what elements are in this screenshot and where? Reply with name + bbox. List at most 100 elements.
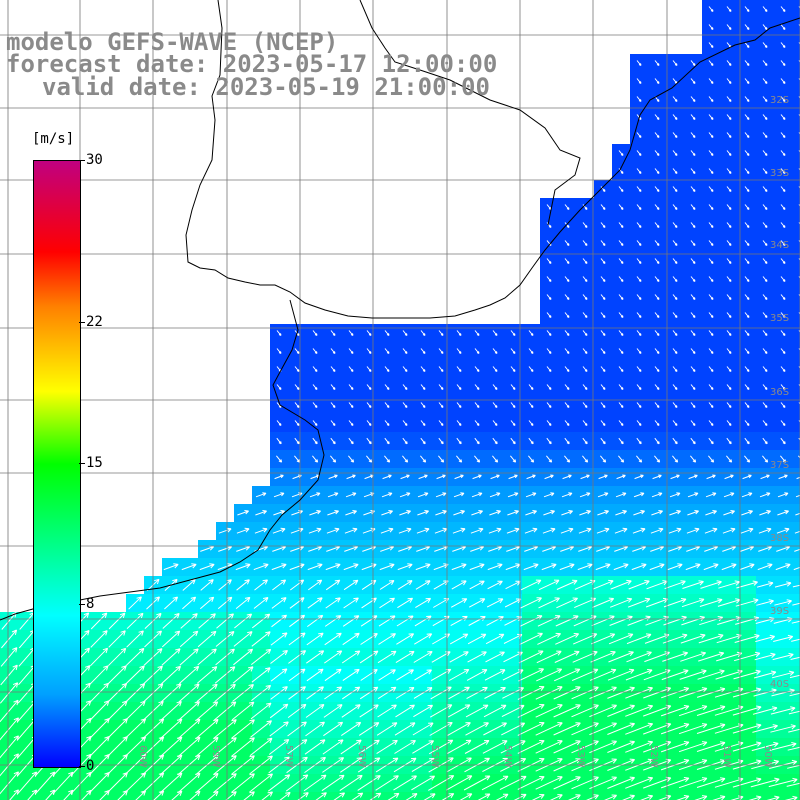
wind-arrow	[528, 437, 534, 445]
wind-arrow	[769, 742, 797, 751]
colorbar-tick-mark	[79, 463, 85, 464]
wind-arrow	[589, 668, 617, 681]
wind-arrow	[9, 789, 19, 800]
wind-arrow	[517, 686, 545, 700]
wind-arrow	[197, 648, 217, 666]
wind-arrow	[636, 186, 642, 192]
wind-arrow	[758, 527, 772, 534]
wind-arrow	[348, 384, 354, 390]
wind-arrow	[680, 633, 706, 644]
wind-arrow	[400, 474, 410, 480]
wind-arrow	[636, 96, 642, 102]
wind-arrow	[214, 683, 236, 703]
wind-arrow	[752, 724, 778, 733]
wind-arrow	[528, 330, 534, 336]
wind-arrow	[618, 222, 624, 228]
wind-arrow	[553, 704, 581, 718]
wind-speed-cell	[792, 522, 800, 541]
wind-arrow	[636, 348, 642, 354]
wind-arrow	[708, 132, 714, 138]
wind-arrow	[234, 613, 253, 629]
wind-arrow	[708, 6, 714, 12]
wind-arrow	[369, 792, 382, 800]
wind-arrow	[508, 474, 518, 480]
wind-arrow	[690, 455, 697, 463]
wind-arrow	[618, 150, 624, 156]
wind-arrow	[708, 330, 714, 336]
wind-speed-cell	[378, 792, 397, 800]
wind-arrow	[600, 312, 606, 318]
wind-arrow	[582, 312, 588, 318]
wind-arrow	[690, 96, 696, 102]
wind-arrow	[654, 348, 660, 354]
wind-arrow	[726, 240, 732, 246]
wind-arrow	[723, 510, 735, 516]
wind-arrow	[780, 437, 786, 445]
wind-arrow	[294, 455, 301, 463]
wind-arrow	[618, 366, 624, 372]
wind-arrow	[690, 150, 696, 156]
wind-arrow	[396, 633, 415, 645]
wind-arrow	[195, 772, 219, 793]
wind-arrow	[762, 455, 769, 463]
wind-arrow	[366, 330, 372, 336]
wind-arrow	[600, 402, 606, 408]
wind-arrow	[189, 790, 201, 800]
wind-arrow	[636, 132, 642, 138]
wind-arrow	[255, 510, 267, 516]
wind-arrow	[447, 704, 471, 718]
wind-arrow	[780, 384, 786, 390]
wind-arrow	[484, 669, 506, 681]
wind-arrow	[0, 682, 19, 704]
wind-arrow	[251, 613, 271, 629]
wind-arrow	[474, 348, 480, 354]
wind-arrow	[348, 366, 354, 372]
wind-arrow	[517, 776, 545, 790]
wind-arrow	[654, 402, 660, 408]
wind-arrow	[199, 563, 215, 571]
wind-arrow	[474, 384, 480, 390]
wind-arrow	[690, 402, 696, 408]
wind-arrow	[411, 775, 436, 791]
wind-arrow	[453, 510, 465, 516]
wind-speed-cell	[288, 792, 307, 800]
wind-arrow	[294, 366, 300, 372]
wind-arrow	[661, 687, 690, 699]
wind-arrow	[333, 792, 346, 800]
wind-arrow	[315, 792, 327, 800]
wind-arrow	[358, 722, 380, 736]
wind-arrow	[231, 773, 255, 793]
wind-speed-cell	[792, 198, 800, 217]
wind-arrow	[553, 668, 581, 682]
wind-arrow	[582, 348, 588, 354]
wind-arrow	[672, 114, 678, 120]
wind-arrow	[690, 132, 696, 138]
wind-arrow	[396, 615, 414, 627]
wind-arrow	[669, 492, 681, 498]
wind-arrow	[690, 366, 696, 372]
wind-arrow	[555, 633, 580, 645]
wind-arrow	[690, 240, 696, 246]
wind-arrow	[780, 78, 786, 84]
wind-arrow	[744, 168, 750, 174]
wind-arrow	[564, 437, 570, 445]
wind-arrow	[215, 648, 235, 666]
wind-arrow	[654, 294, 660, 300]
wind-arrow	[330, 348, 336, 354]
wind-arrow	[582, 258, 588, 264]
wind-arrow	[330, 366, 336, 372]
wind-arrow	[213, 701, 237, 721]
wind-arrow	[582, 330, 588, 336]
wind-speed-cell	[792, 306, 800, 325]
wind-arrow	[582, 222, 588, 228]
forecast-date: forecast date: 2023-05-17 12:00:00	[6, 50, 498, 78]
wind-arrow	[578, 527, 592, 534]
wind-arrow	[471, 492, 483, 498]
wind-arrow	[672, 437, 678, 445]
wind-arrow	[740, 527, 754, 534]
wind-arrow	[395, 687, 415, 699]
wind-speed-cell	[792, 378, 800, 397]
wind-arrow	[652, 474, 662, 480]
wind-arrow	[625, 776, 654, 789]
wind-arrow	[346, 474, 356, 480]
